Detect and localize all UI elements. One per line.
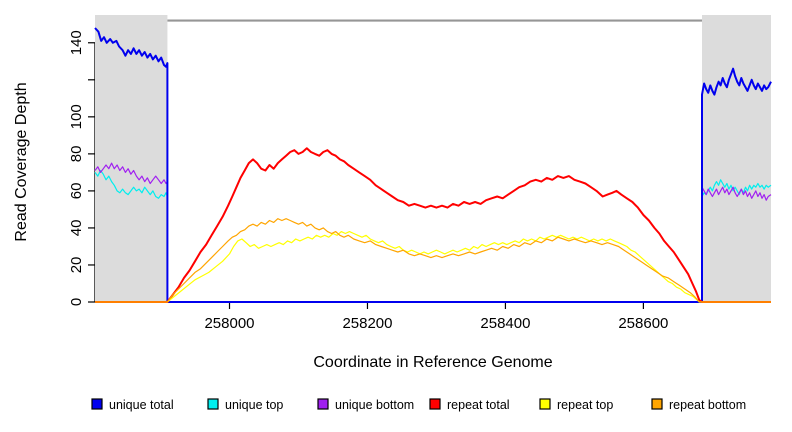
legend-swatch [651, 398, 663, 410]
y-tick-label: 0 [68, 298, 85, 306]
legend-item: unique bottom [317, 398, 414, 412]
legend-item: repeat top [539, 398, 613, 412]
legend-swatch [207, 398, 219, 410]
shaded-region [95, 15, 168, 302]
tick-marks-and-labels: 258000 258200 258400 258600 0 20 40 60 80 100 140 [68, 30, 668, 332]
y-tick-label: 20 [68, 257, 85, 274]
y-tick-label: 140 [68, 30, 85, 55]
legend-label: unique total [109, 398, 174, 412]
legend-swatch [429, 398, 441, 410]
legend-swatch [539, 398, 551, 410]
legend-label: repeat bottom [669, 398, 746, 412]
x-tick-label: 258000 [204, 315, 254, 332]
y-tick-label: 40 [68, 220, 85, 237]
legend-item: unique top [207, 398, 283, 412]
legend-label: unique top [225, 398, 283, 412]
legend-swatch [317, 398, 329, 410]
legend-item: unique total [91, 398, 174, 412]
series-line-repeat-total [95, 147, 771, 303]
series-line-unique-bottom [94, 162, 772, 303]
series-lines [94, 27, 772, 303]
x-tick-label: 258200 [342, 315, 392, 332]
legend-swatch [91, 398, 103, 410]
x-tick-label: 258600 [618, 315, 668, 332]
legend-label: repeat total [447, 398, 510, 412]
legend-item: repeat bottom [651, 398, 746, 412]
series-line-unique-total [94, 27, 772, 303]
shaded-region [702, 15, 771, 302]
legend: unique total unique top unique bottom repea… [91, 398, 746, 412]
x-axis-title: Coordinate in Reference Genome [313, 354, 552, 371]
legend-item: repeat total [429, 398, 510, 412]
repeat-shade-regions [95, 15, 771, 302]
y-tick-label: 80 [68, 146, 85, 163]
y-tick-label: 60 [68, 183, 85, 200]
legend-label: unique bottom [335, 398, 414, 412]
y-tick-label: 100 [68, 104, 85, 129]
x-tick-label: 258400 [480, 315, 530, 332]
y-axis-title: Read Coverage Depth [13, 82, 30, 241]
series-line-repeat-bottom [95, 218, 771, 303]
series-line-repeat-top [95, 231, 771, 303]
legend-label: repeat top [557, 398, 613, 412]
axes [94, 42, 771, 303]
